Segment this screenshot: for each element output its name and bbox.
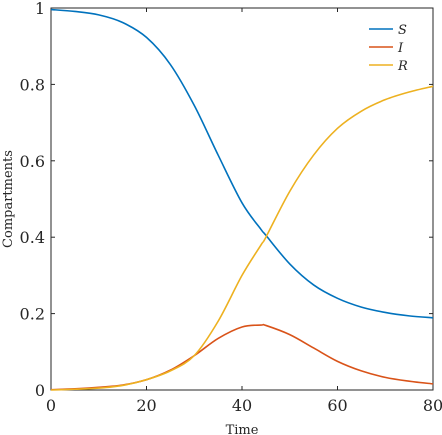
x-tick-label: 20 [136, 396, 156, 415]
x-tick-label: 40 [232, 396, 252, 415]
y-tick-label: 0.8 [20, 75, 45, 94]
legend: SIR [369, 23, 408, 74]
x-axis-title: Time [226, 423, 259, 435]
axis-ticks: 0 20 40 60 80 0 0.2 0.4 0.6 0.8 1 [20, 0, 442, 415]
x-tick-label: 60 [327, 396, 347, 415]
y-tick-label: 0.4 [20, 228, 45, 247]
y-tick-label: 0.2 [20, 305, 45, 324]
legend-label-R: R [397, 59, 408, 74]
y-tick-label: 0 [35, 381, 45, 400]
series-lines [50, 8, 434, 391]
series-line-R [50, 85, 434, 391]
y-tick-label: 0.6 [20, 152, 45, 171]
series-line-S [50, 8, 434, 319]
legend-label-I: I [397, 41, 404, 56]
x-tick-label: 0 [46, 396, 56, 415]
y-axis-title: Compartments [1, 150, 16, 248]
y-tick-label: 1 [35, 0, 45, 18]
legend-label-S: S [398, 23, 407, 38]
x-tick-label: 80 [423, 396, 442, 415]
